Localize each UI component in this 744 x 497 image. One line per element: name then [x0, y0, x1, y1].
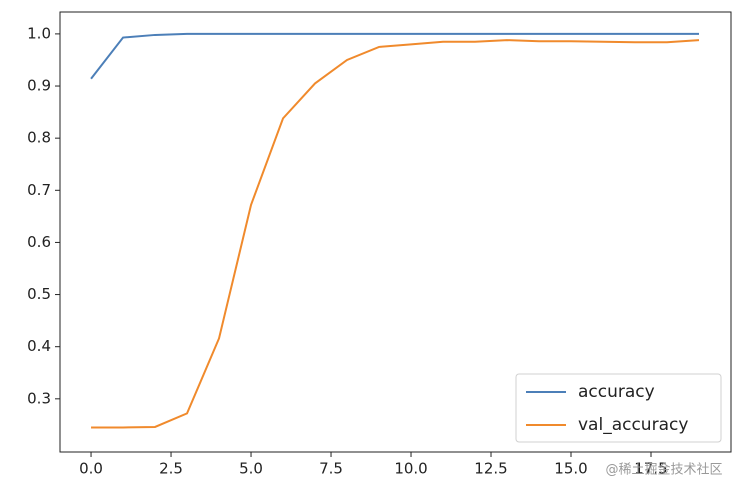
x-tick-label: 2.5	[159, 460, 183, 478]
plot-frame	[59, 11, 732, 453]
x-tick-label: 10.0	[394, 460, 427, 478]
x-tick-label: 12.5	[474, 460, 507, 478]
y-tick-label: 1.0	[27, 24, 51, 42]
x-tick-label: 17.5	[634, 460, 667, 478]
x-tick-label: 5.0	[239, 460, 263, 478]
y-tick-label: 0.8	[27, 129, 51, 147]
legend-box	[515, 373, 722, 443]
y-tick-label: 0.9	[27, 77, 51, 95]
x-tick-label: 0.0	[79, 460, 103, 478]
y-tick-label: 0.6	[27, 233, 51, 251]
x-tick-label: 7.5	[319, 460, 343, 478]
watermark: @稀土掘金技术社区	[605, 462, 722, 478]
y-tick-label: 0.5	[27, 285, 51, 303]
y-tick-label: 0.7	[27, 181, 51, 199]
x-tick-label: 15.0	[554, 460, 587, 478]
series-line	[91, 39, 700, 429]
y-tick-label: 0.3	[27, 389, 51, 407]
series-line	[90, 32, 700, 80]
legend-label: val_accuracy	[578, 415, 688, 435]
y-tick-label: 0.4	[27, 337, 51, 355]
legend-label: accuracy	[578, 382, 655, 402]
